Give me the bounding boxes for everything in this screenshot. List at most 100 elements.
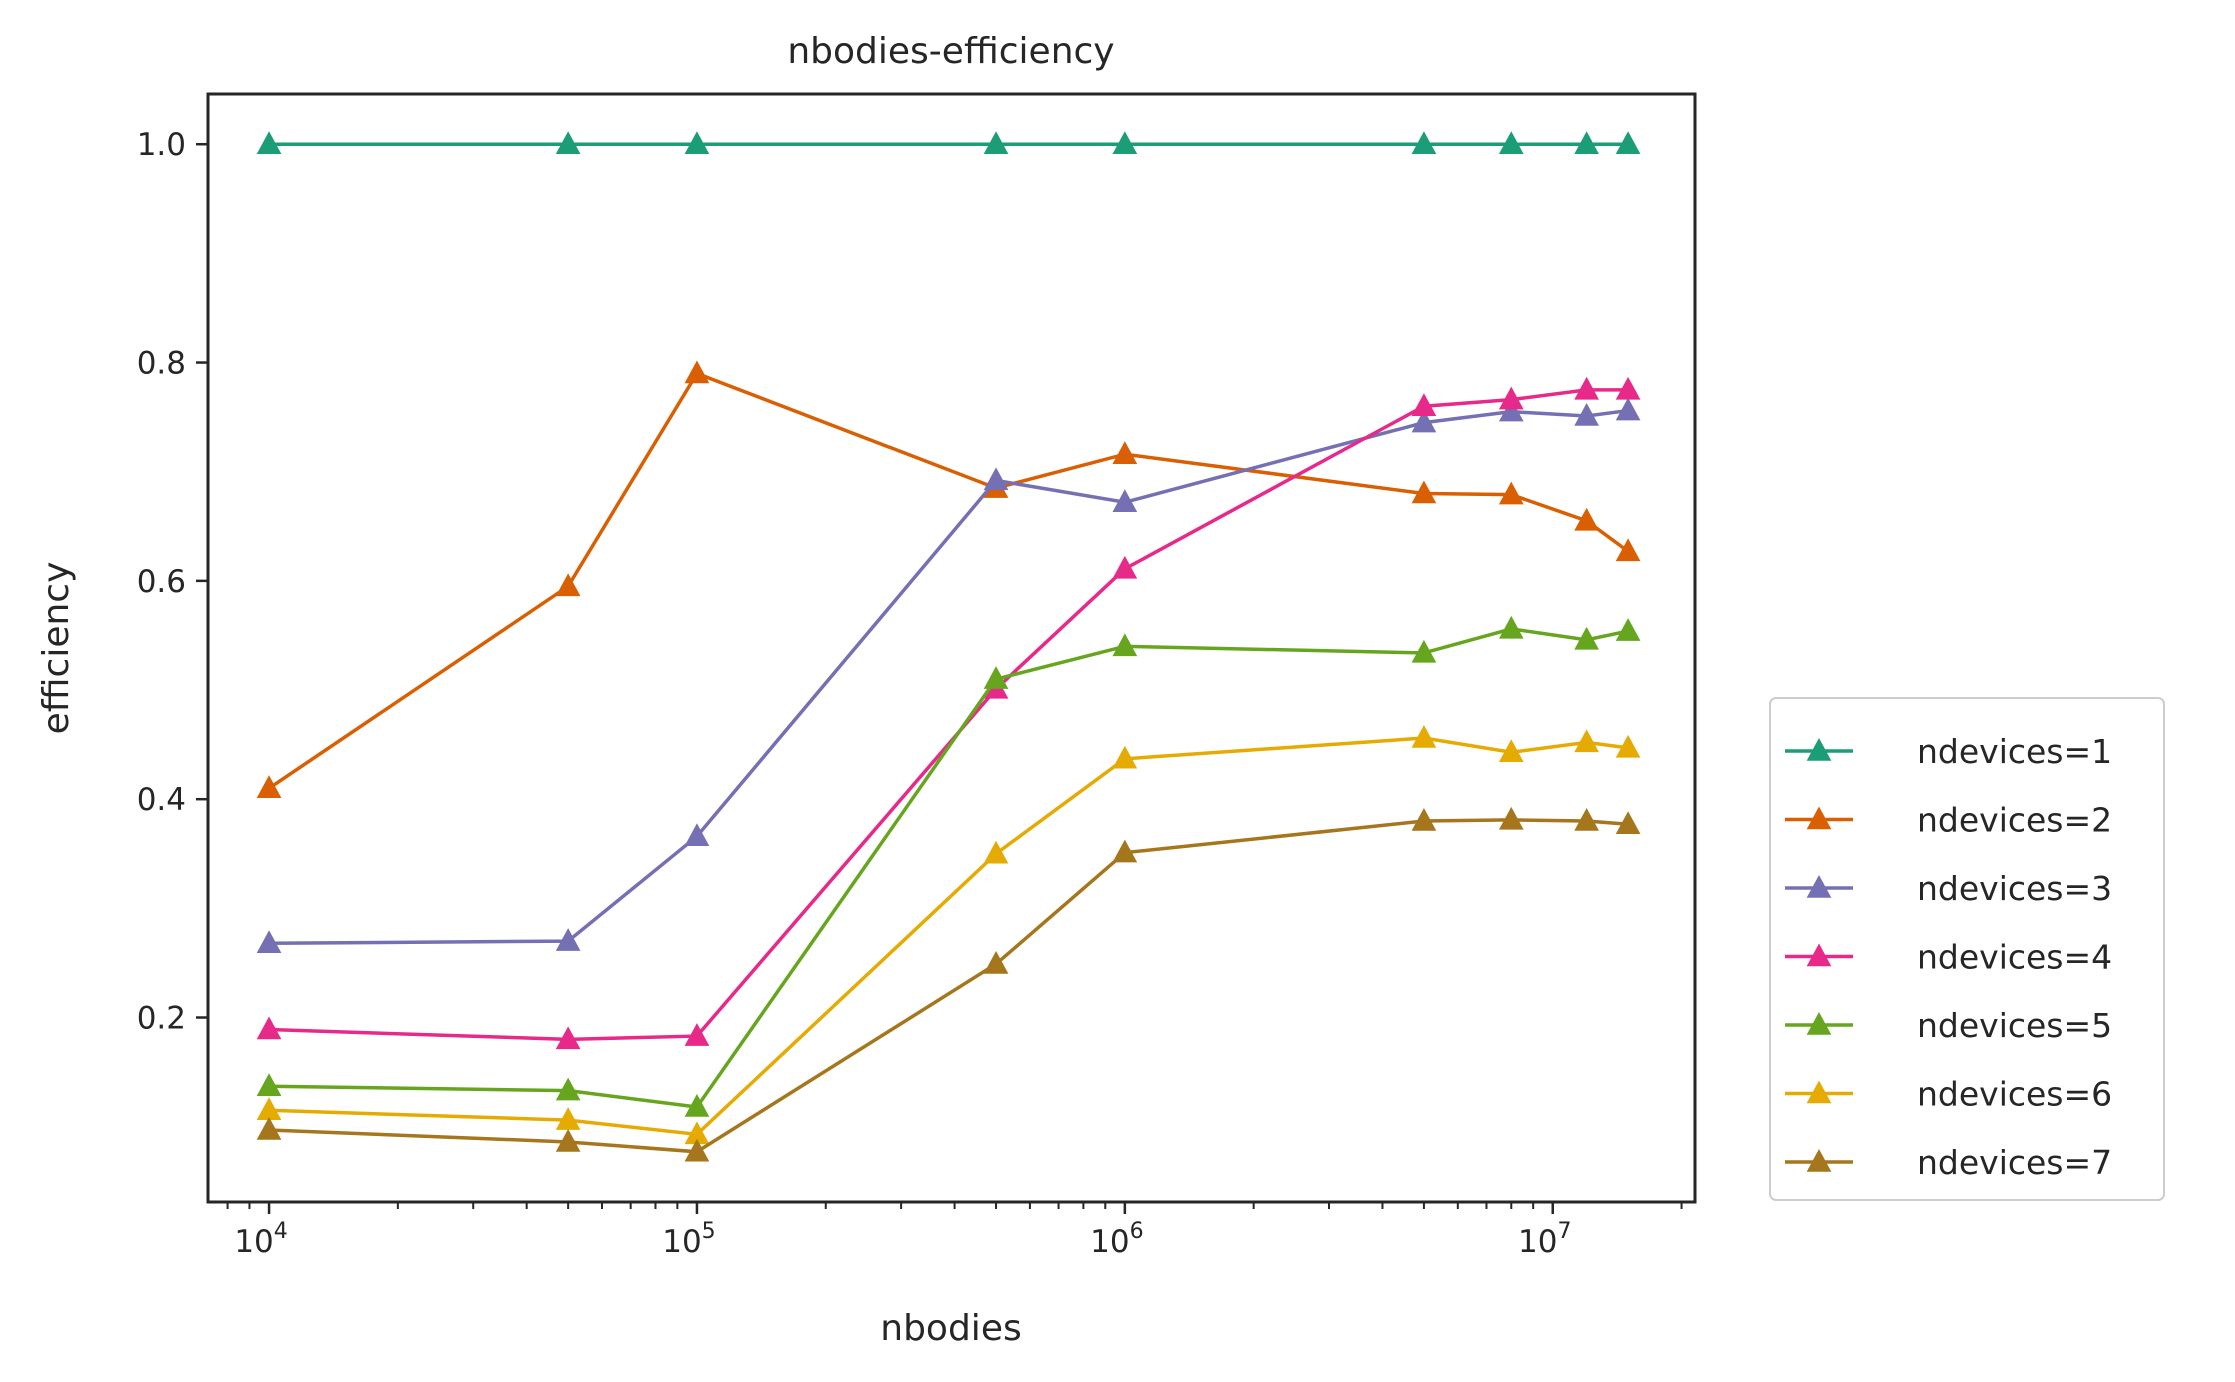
legend-label: ndevices=1 bbox=[1917, 732, 2112, 771]
legend-marker bbox=[1806, 1012, 1832, 1035]
data-point bbox=[555, 1077, 581, 1101]
legend: ndevices=1 ndevices=2 ndevices=3 ndevices=4… bbox=[1769, 697, 2165, 1201]
x-tick-label: 107 bbox=[1518, 1219, 1571, 1260]
data-point bbox=[1615, 538, 1641, 562]
data-point bbox=[1498, 131, 1524, 154]
chart-title: nbodies-efficiency bbox=[787, 31, 1114, 72]
legend-marker bbox=[1806, 1080, 1832, 1104]
data-point bbox=[1574, 808, 1599, 831]
series-6 bbox=[256, 725, 1641, 1145]
legend-label: ndevices=4 bbox=[1917, 938, 2112, 977]
data-point bbox=[1112, 745, 1138, 769]
legend-marker bbox=[1806, 875, 1832, 898]
data-point bbox=[684, 1121, 710, 1145]
data-point bbox=[1112, 441, 1138, 464]
y-tick-label: 0.4 bbox=[137, 782, 186, 818]
legend-marker bbox=[1806, 943, 1832, 967]
data-point bbox=[256, 1073, 282, 1097]
legend-item: ndevices=6 bbox=[1785, 1075, 2112, 1114]
data-point bbox=[684, 1138, 710, 1162]
y-axis-label: efficiency bbox=[36, 562, 77, 735]
data-point bbox=[1574, 376, 1599, 400]
series-4 bbox=[256, 376, 1641, 1050]
series-7 bbox=[256, 806, 1641, 1162]
plot-frame bbox=[206, 92, 1697, 1204]
data-point bbox=[555, 573, 581, 597]
legend-label: ndevices=3 bbox=[1917, 869, 2112, 908]
data-point bbox=[1411, 725, 1437, 748]
data-point bbox=[1112, 839, 1138, 863]
data-point bbox=[256, 775, 282, 799]
data-point bbox=[1112, 555, 1138, 579]
data-point bbox=[1498, 386, 1524, 410]
legend-label: ndevices=5 bbox=[1917, 1006, 2112, 1045]
data-point bbox=[1574, 729, 1599, 753]
data-point bbox=[555, 1107, 581, 1130]
legend-marker bbox=[1806, 738, 1832, 761]
series-line bbox=[268, 736, 1629, 1137]
data-point bbox=[684, 823, 710, 847]
legend-item: ndevices=5 bbox=[1785, 1006, 2112, 1045]
data-point bbox=[1498, 806, 1524, 830]
series-5 bbox=[256, 615, 1641, 1117]
data-point bbox=[1411, 131, 1437, 154]
y-tick-label: 0.8 bbox=[137, 346, 186, 382]
data-point bbox=[256, 131, 282, 154]
series-line bbox=[268, 818, 1629, 1154]
data-point bbox=[1112, 131, 1138, 154]
x-tick-label: 106 bbox=[1090, 1219, 1143, 1260]
data-point bbox=[1498, 481, 1524, 505]
data-point bbox=[256, 1097, 282, 1121]
data-point bbox=[1498, 615, 1524, 639]
data-point bbox=[1112, 633, 1138, 657]
data-point bbox=[1615, 397, 1641, 421]
y-tick-label: 0.6 bbox=[137, 564, 186, 600]
data-point bbox=[684, 1023, 710, 1046]
x-axis-label: nbodies bbox=[880, 1308, 1021, 1349]
data-point bbox=[1615, 734, 1641, 758]
legend-marker bbox=[1806, 806, 1832, 830]
plot-area bbox=[256, 131, 1641, 1162]
data-point bbox=[1498, 739, 1524, 763]
data-point bbox=[983, 131, 1009, 154]
data-point bbox=[1615, 131, 1641, 154]
data-point bbox=[1112, 489, 1138, 513]
data-point bbox=[684, 360, 710, 384]
data-point bbox=[684, 131, 710, 154]
data-point bbox=[684, 1094, 710, 1117]
legend-label: ndevices=7 bbox=[1917, 1143, 2112, 1182]
y-tick-label: 0.2 bbox=[137, 1001, 186, 1037]
data-point bbox=[1411, 808, 1437, 831]
legend-item: ndevices=3 bbox=[1785, 869, 2112, 908]
legend-item: ndevices=2 bbox=[1785, 801, 2112, 840]
data-point bbox=[256, 1116, 282, 1140]
data-point bbox=[1498, 398, 1524, 422]
data-point bbox=[1411, 480, 1437, 504]
data-point bbox=[555, 1128, 581, 1152]
series-2 bbox=[256, 360, 1641, 799]
legend-item: ndevices=1 bbox=[1785, 732, 2112, 771]
data-point bbox=[983, 840, 1009, 864]
data-point bbox=[1615, 811, 1641, 835]
axis-ticks: 0.2 0.4 0.6 0.8 1.0 104 105 106 107 bbox=[137, 127, 1683, 1260]
data-point bbox=[983, 666, 1009, 689]
data-point bbox=[1615, 618, 1641, 641]
legend-box bbox=[1769, 697, 2165, 1201]
data-point bbox=[1411, 393, 1437, 416]
x-tick-label: 105 bbox=[662, 1219, 715, 1260]
x-tick-label: 104 bbox=[234, 1219, 287, 1260]
series-1 bbox=[256, 131, 1641, 154]
series-3 bbox=[256, 397, 1641, 954]
data-point bbox=[1411, 639, 1437, 663]
legend-label: ndevices=2 bbox=[1917, 801, 2112, 840]
data-point bbox=[256, 930, 282, 954]
data-point bbox=[1615, 376, 1641, 400]
data-point bbox=[555, 928, 581, 951]
data-point bbox=[1574, 626, 1599, 650]
data-point bbox=[256, 1016, 282, 1040]
legend-item: ndevices=4 bbox=[1785, 938, 2112, 977]
y-tick-label: 1.0 bbox=[137, 127, 186, 163]
data-point bbox=[1574, 507, 1599, 531]
legend-marker bbox=[1806, 1149, 1832, 1172]
